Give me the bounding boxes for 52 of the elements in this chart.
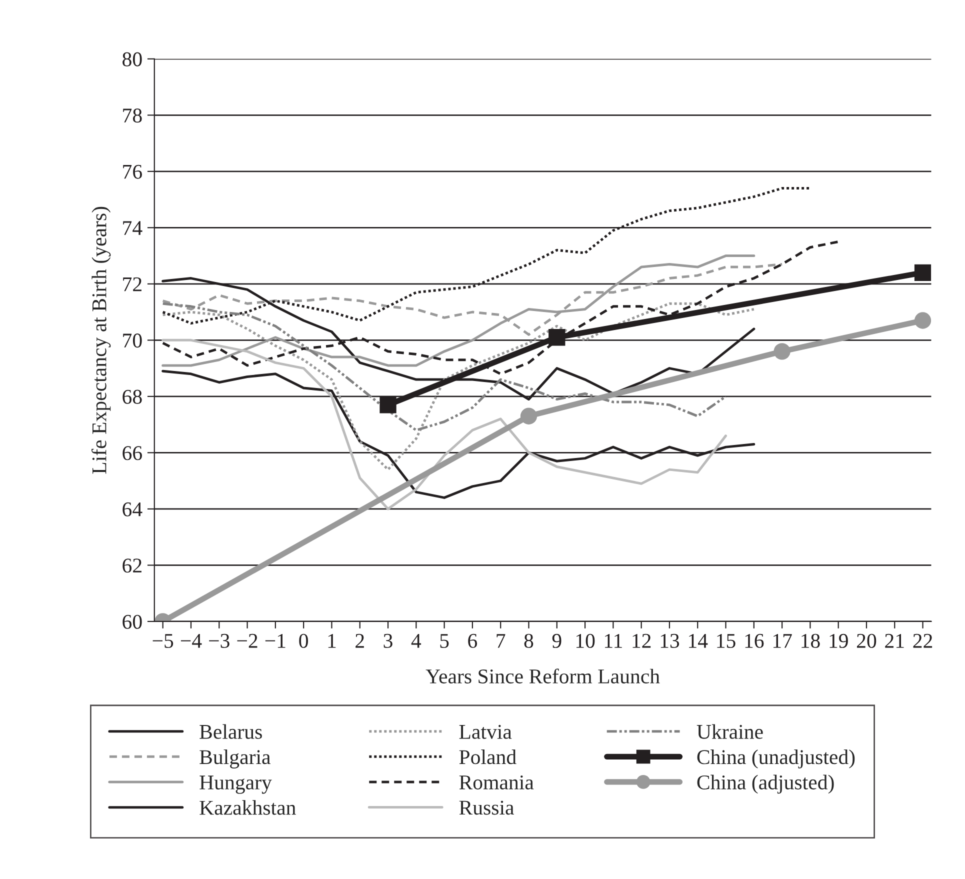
x-tick-label: 5: [440, 634, 449, 648]
x-tick-label: 0: [299, 634, 308, 648]
legend-label: Poland: [459, 750, 516, 764]
y-tick-label: 66: [122, 446, 142, 460]
legend-label: Russia: [459, 800, 514, 815]
x-tick-label: 10: [576, 634, 595, 648]
x-tick-label: 12: [632, 634, 651, 648]
x-tick-label: 1: [328, 634, 336, 648]
x-tick-label: 17: [773, 634, 792, 648]
x-tick-label: 18: [802, 634, 820, 648]
x-tick-label: 22: [913, 634, 932, 648]
x-axis-title: Years Since Reform Launch: [426, 668, 660, 684]
x-tick-label: 4: [411, 634, 422, 648]
x-tick-label: 3: [384, 634, 392, 648]
legend-label: Latvia: [459, 724, 512, 739]
legend-label: Ukraine: [696, 724, 763, 739]
x-tick-label: −5: [152, 634, 174, 648]
y-tick-label: 72: [123, 277, 142, 292]
y-tick-label: 64: [122, 502, 142, 516]
y-tick-label: 76: [123, 164, 142, 179]
x-tick-label: 13: [660, 634, 680, 648]
x-tick-label: 16: [745, 634, 764, 648]
x-tick-label: 20: [856, 634, 876, 648]
y-tick-label: 74: [123, 221, 142, 235]
legend-label: Romania: [459, 775, 534, 790]
legend-label: China (adjusted): [697, 774, 834, 794]
x-tick-label: 19: [830, 634, 848, 648]
y-tick-label: 62: [122, 558, 142, 573]
x-tick-label: 7: [496, 634, 506, 648]
x-tick-label: −4: [180, 634, 202, 648]
legend-label: China (unadjusted): [697, 750, 855, 768]
y-tick-label: 80: [122, 52, 142, 66]
x-tick-label: −2: [237, 634, 258, 648]
y-tick-label: 68: [122, 390, 142, 404]
y-tick-label: 60: [122, 614, 142, 629]
y-tick-label: 78: [123, 108, 142, 123]
legend-label: Belarus: [200, 724, 262, 739]
x-tick-label: 14: [689, 634, 708, 648]
legend-label: Kazakhstan: [200, 800, 296, 815]
legend-label: Hungary: [200, 776, 272, 794]
y-axis-title: Life Expectancy at Birth (years): [91, 206, 111, 474]
x-tick-label: 21: [885, 634, 904, 648]
legend-label: Bulgaria: [200, 750, 270, 768]
y-tick-label: 70: [123, 334, 142, 348]
x-tick-label: 9: [552, 634, 562, 648]
x-tick-label: 2: [356, 634, 364, 648]
x-tick-label: −1: [265, 634, 286, 648]
x-tick-label: −3: [209, 634, 230, 648]
x-tick-label: 6: [468, 634, 478, 648]
x-tick-label: 11: [604, 634, 622, 648]
x-tick-label: 15: [717, 634, 736, 648]
x-tick-label: 8: [524, 634, 534, 648]
